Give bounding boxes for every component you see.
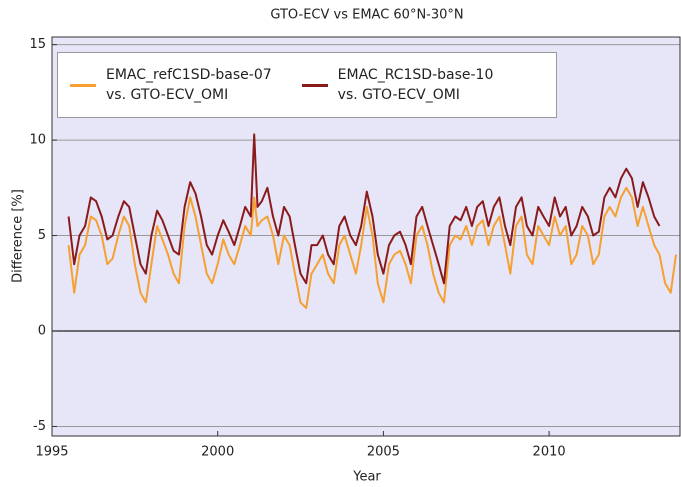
legend-label: EMAC_refC1SD-base-07 vs. GTO-ECV_OMI (106, 67, 272, 103)
x-tick-label: 1995 (35, 445, 68, 460)
legend-label: EMAC_RC1SD-base-10 vs. GTO-ECV_OMI (337, 67, 494, 103)
y-tick-label: 15 (29, 37, 46, 52)
legend: EMAC_refC1SD-base-07 vs. GTO-ECV_OMI EMAC… (57, 52, 557, 118)
legend-entry: EMAC_refC1SD-base-07 vs. GTO-ECV_OMI (70, 65, 272, 105)
y-tick-label: -5 (33, 419, 46, 434)
x-axis-label: Year (352, 470, 381, 485)
y-tick-label: 10 (29, 133, 46, 148)
x-tick-label: 2010 (533, 445, 566, 460)
chart-title: GTO-ECV vs EMAC 60°N-30°N (270, 8, 463, 23)
y-axis-label: Difference [%] (11, 189, 26, 283)
plot-frame (51, 36, 681, 437)
legend-entry: EMAC_RC1SD-base-10 vs. GTO-ECV_OMI (301, 65, 494, 105)
series-line (67, 186, 677, 310)
legend-swatch (70, 83, 96, 87)
y-tick-label: 0 (38, 324, 46, 339)
legend-swatch (301, 83, 328, 87)
series-line (67, 133, 661, 285)
y-tick-label: 5 (38, 228, 46, 243)
x-tick-label: 2000 (201, 445, 234, 460)
x-tick-label: 2005 (367, 445, 400, 460)
